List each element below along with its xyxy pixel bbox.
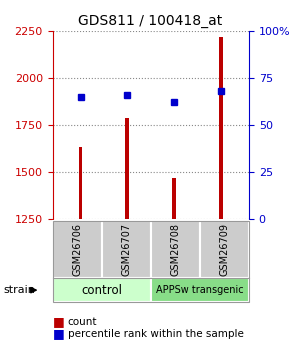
Text: GDS811 / 100418_at: GDS811 / 100418_at (78, 14, 222, 29)
Text: percentile rank within the sample: percentile rank within the sample (68, 329, 243, 338)
Text: count: count (68, 317, 97, 326)
Text: ■: ■ (52, 327, 64, 340)
Text: GSM26706: GSM26706 (72, 223, 82, 276)
Text: control: control (81, 284, 122, 297)
Text: GSM26708: GSM26708 (170, 223, 180, 276)
Bar (172, 178, 176, 219)
Bar (79, 147, 83, 219)
Text: GSM26707: GSM26707 (121, 223, 131, 276)
Bar (125, 118, 129, 219)
Text: ■: ■ (52, 315, 64, 328)
Text: strain: strain (4, 285, 36, 295)
Text: GSM26709: GSM26709 (219, 223, 230, 276)
Text: APPSw transgenic: APPSw transgenic (156, 285, 244, 295)
Bar (219, 37, 223, 219)
